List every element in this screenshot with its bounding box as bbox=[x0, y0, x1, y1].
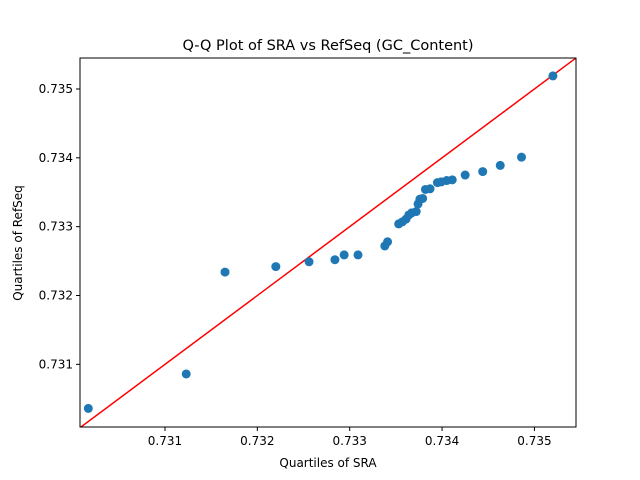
plot-area bbox=[79, 57, 577, 428]
data-point bbox=[339, 250, 349, 260]
y-axis-ticks: 0.731 0.732 0.733 0.734 0.735 bbox=[39, 82, 80, 371]
y-tick-label: 0.732 bbox=[39, 289, 73, 303]
x-tick-label: 0.735 bbox=[517, 434, 551, 448]
x-axis-label: Quartiles of SRA bbox=[279, 456, 377, 470]
plot-frame bbox=[79, 57, 577, 428]
x-axis-ticks: 0.731 0.732 0.733 0.734 0.735 bbox=[148, 427, 552, 448]
data-point bbox=[353, 250, 363, 260]
data-point bbox=[181, 369, 191, 379]
data-point bbox=[447, 175, 457, 185]
data-point bbox=[411, 207, 421, 217]
data-point bbox=[330, 255, 340, 265]
data-point bbox=[383, 237, 393, 247]
data-point bbox=[271, 262, 281, 272]
data-point bbox=[460, 170, 470, 180]
y-tick-label: 0.733 bbox=[39, 220, 73, 234]
x-tick-label: 0.731 bbox=[148, 434, 182, 448]
data-point bbox=[220, 267, 230, 277]
data-point bbox=[517, 152, 527, 162]
y-tick-label: 0.735 bbox=[39, 82, 73, 96]
chart-title: Q-Q Plot of SRA vs RefSeq (GC_Content) bbox=[182, 38, 473, 54]
data-point bbox=[548, 71, 558, 81]
data-point bbox=[304, 257, 314, 267]
data-point bbox=[83, 403, 93, 413]
data-point bbox=[478, 167, 488, 177]
y-axis-label: Quartiles of RefSeq bbox=[11, 185, 25, 301]
x-tick-label: 0.733 bbox=[333, 434, 367, 448]
reference-line bbox=[80, 58, 576, 427]
y-tick-label: 0.734 bbox=[39, 151, 73, 165]
data-point bbox=[495, 160, 505, 170]
data-point bbox=[425, 184, 435, 194]
x-tick-label: 0.732 bbox=[240, 434, 274, 448]
y-tick-label: 0.731 bbox=[39, 357, 73, 371]
x-tick-label: 0.734 bbox=[425, 434, 459, 448]
data-point bbox=[418, 193, 428, 203]
